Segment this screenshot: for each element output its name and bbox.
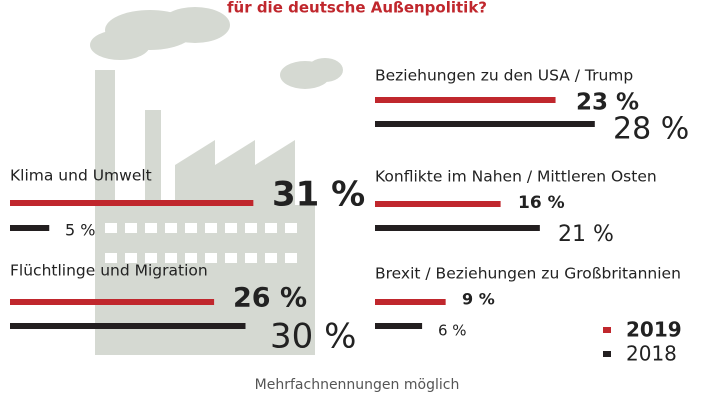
chart-title: für die deutsche Außenpolitik? [227, 0, 487, 17]
value-label: 28 % [613, 112, 689, 147]
bar [375, 201, 501, 207]
value-label: 30 % [270, 317, 356, 357]
value-label: 31 % [272, 175, 365, 215]
legend-swatch [603, 327, 611, 333]
value-label: 5 % [65, 221, 95, 240]
note: Mehrfachnennungen möglich [255, 377, 460, 393]
category-label: Flüchtlinge und Migration [10, 262, 208, 280]
bar [10, 323, 246, 329]
legend-swatch [603, 351, 611, 357]
value-label: 23 % [576, 90, 639, 116]
category-label: Beziehungen zu den USA / Trump [375, 67, 633, 85]
value-label: 6 % [438, 322, 467, 340]
bar [10, 299, 215, 305]
value-label: 21 % [558, 222, 614, 247]
bar [375, 121, 595, 127]
bar [375, 299, 446, 305]
bar [375, 323, 423, 329]
bar [375, 97, 556, 103]
bar [10, 200, 254, 206]
value-label: 26 % [233, 283, 307, 314]
value-label: 9 % [462, 290, 495, 309]
bar [10, 225, 50, 231]
bar [375, 225, 540, 231]
value-label: 16 % [518, 193, 565, 213]
factory-windows [105, 223, 297, 263]
category-label: Konflikte im Nahen / Mittleren Osten [375, 168, 657, 186]
category-label: Brexit / Beziehungen zu Großbritannien [375, 265, 681, 283]
category-label: Klima und Umwelt [10, 167, 152, 185]
legend-label: 2018 [626, 342, 677, 366]
legend-label: 2019 [626, 318, 682, 342]
